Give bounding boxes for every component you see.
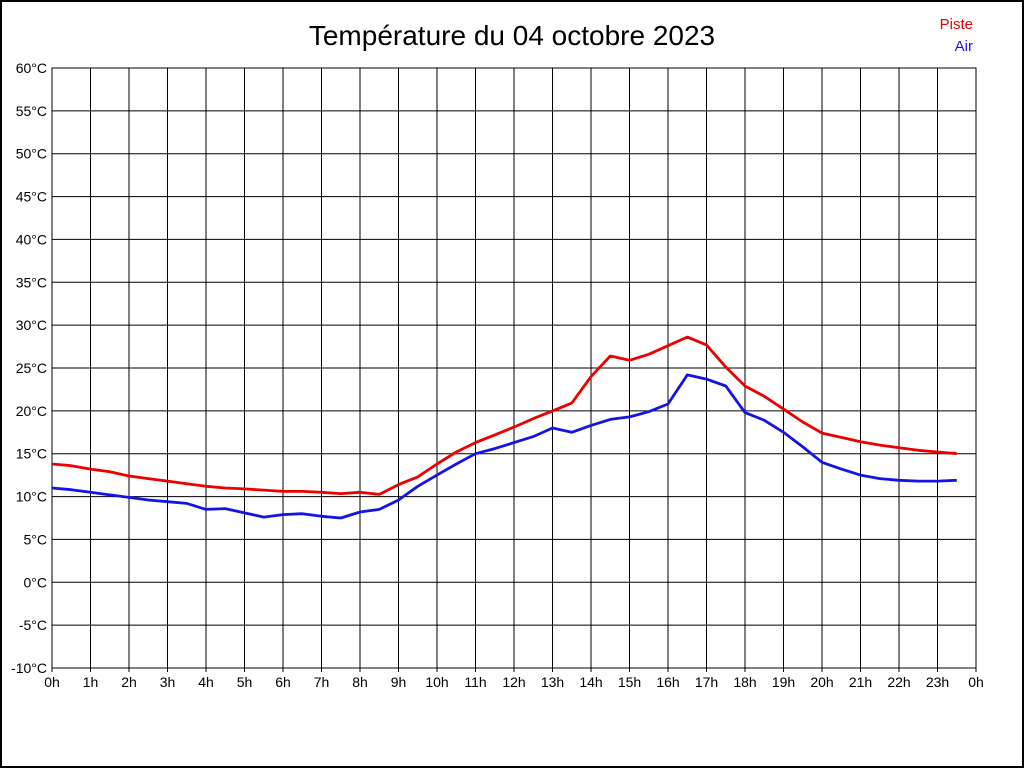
x-tick-label: 12h xyxy=(502,674,525,690)
x-tick-label: 16h xyxy=(656,674,679,690)
y-tick-label: 55°C xyxy=(16,103,47,119)
x-tick-label: 10h xyxy=(425,674,448,690)
legend-item-piste: Piste xyxy=(940,14,973,36)
y-tick-label: 50°C xyxy=(16,146,47,162)
x-tick-label: 23h xyxy=(926,674,949,690)
y-tick-label: 0°C xyxy=(24,574,48,590)
x-tick-label: 8h xyxy=(352,674,368,690)
x-tick-label: 3h xyxy=(160,674,176,690)
x-tick-label: 4h xyxy=(198,674,214,690)
x-tick-label: 7h xyxy=(314,674,330,690)
y-tick-label: -10°C xyxy=(11,660,47,676)
x-tick-label: 11h xyxy=(464,674,486,690)
air-temperature-line xyxy=(51,373,957,520)
y-tick-label: 5°C xyxy=(24,531,48,547)
y-tick-label: 20°C xyxy=(16,403,47,419)
x-tick-label: 18h xyxy=(733,674,756,690)
x-tick-label: 1h xyxy=(83,674,99,690)
series-layer xyxy=(51,335,957,520)
grid-layer xyxy=(51,67,977,672)
y-tick-label: 15°C xyxy=(16,446,47,462)
x-tick-label: 6h xyxy=(275,674,291,690)
y-tick-label: 40°C xyxy=(16,231,47,247)
x-tick-label: 13h xyxy=(541,674,564,690)
x-tick-label: 0h xyxy=(44,674,60,690)
x-tick-label: 14h xyxy=(579,674,602,690)
piste-temperature-line xyxy=(51,335,957,496)
x-tick-label: 20h xyxy=(810,674,833,690)
y-tick-label: 45°C xyxy=(16,189,47,205)
y-tick-label: -5°C xyxy=(19,617,47,633)
y-tick-label: 25°C xyxy=(16,360,47,376)
x-tick-label: 0h xyxy=(968,674,984,690)
axis-label-layer: 60°C 55°C 50°C 45°C 40°C 35°C 30°C 25°C 20°C 15°C… xyxy=(11,60,984,690)
x-tick-label: 2h xyxy=(121,674,137,690)
plot-border xyxy=(51,67,977,669)
y-tick-label: 35°C xyxy=(16,274,47,290)
y-tick-label: 30°C xyxy=(16,317,47,333)
x-tick-label: 21h xyxy=(849,674,872,690)
x-tick-label: 19h xyxy=(772,674,795,690)
x-tick-label: 15h xyxy=(618,674,641,690)
chart-title: Température du 04 octobre 2023 xyxy=(308,20,716,51)
x-tick-label: 9h xyxy=(391,674,407,690)
legend-air-label: Air xyxy=(954,38,973,55)
chart-legend: Piste Air xyxy=(940,14,973,58)
x-tick-label: 17h xyxy=(695,674,718,690)
y-tick-label: 60°C xyxy=(16,60,47,76)
x-tick-label: 5h xyxy=(237,674,253,690)
legend-piste-label: Piste xyxy=(939,16,973,33)
x-tick-label: 22h xyxy=(887,674,910,690)
legend-item-air: Air xyxy=(940,36,973,58)
y-tick-label: 10°C xyxy=(16,489,47,505)
